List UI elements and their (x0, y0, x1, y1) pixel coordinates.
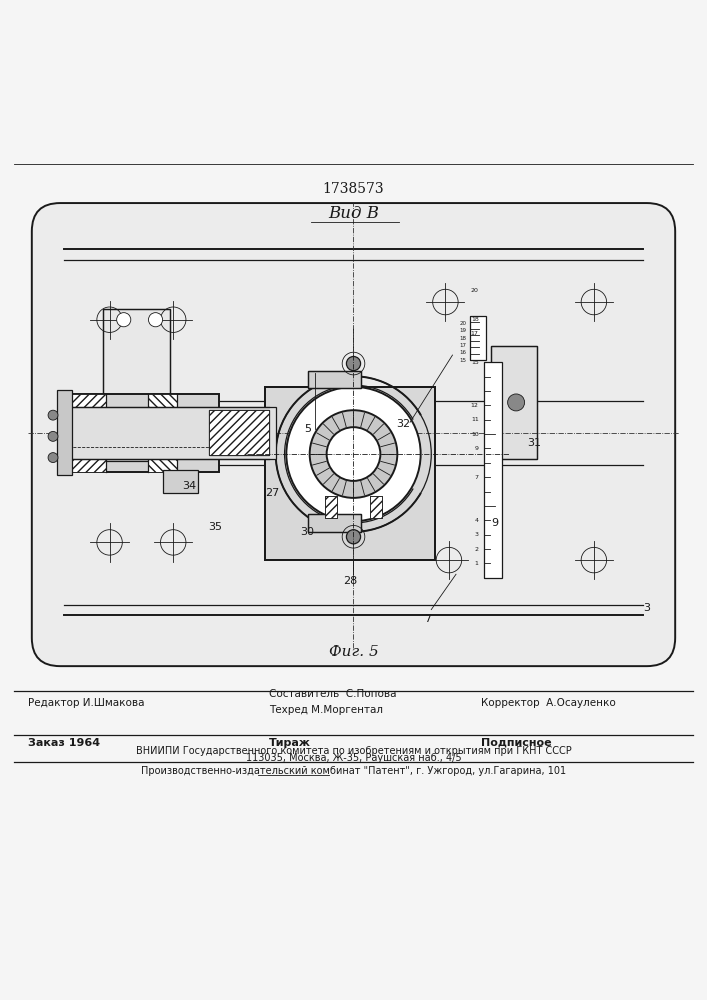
Text: ВНИИПИ Государственного комитета по изобретениям и открытиям при ГКНТ СССР: ВНИИПИ Государственного комитета по изоб… (136, 746, 571, 756)
Text: 18: 18 (460, 336, 467, 341)
Text: 20: 20 (471, 288, 479, 293)
Bar (308, 514, 361, 532)
Text: 30: 30 (300, 527, 315, 537)
Bar (103, 309, 170, 461)
Text: 10: 10 (471, 432, 479, 437)
Bar (265, 387, 435, 560)
Bar (370, 496, 382, 518)
Text: 9: 9 (491, 518, 498, 528)
Text: 15: 15 (460, 358, 467, 363)
Bar (265, 387, 435, 560)
Circle shape (346, 356, 361, 371)
Bar (491, 346, 537, 459)
Text: Заказ 1964: Заказ 1964 (28, 738, 100, 748)
Text: Фиг. 5: Фиг. 5 (329, 645, 378, 659)
Bar (325, 496, 337, 518)
Text: 16: 16 (460, 350, 467, 355)
Text: 20: 20 (460, 321, 467, 326)
Circle shape (346, 530, 361, 544)
Text: Составитель  С.Попова: Составитель С.Попова (269, 689, 396, 699)
Circle shape (310, 410, 397, 498)
Text: 5: 5 (304, 424, 311, 434)
Text: 27: 27 (265, 488, 279, 498)
Text: Вид В: Вид В (328, 205, 379, 222)
Text: 7: 7 (424, 614, 431, 624)
Bar (148, 394, 177, 472)
Text: 15: 15 (471, 360, 479, 365)
Text: 31: 31 (527, 438, 541, 448)
Circle shape (117, 313, 131, 327)
Circle shape (327, 427, 380, 481)
Text: Техред М.Моргентал: Техред М.Моргентал (269, 705, 382, 715)
Text: 11: 11 (471, 417, 479, 422)
Text: Редактор И.Шмакова: Редактор И.Шмакова (28, 698, 145, 708)
Text: 1: 1 (475, 561, 479, 566)
Bar (103, 309, 170, 461)
Circle shape (148, 313, 163, 327)
Bar (64, 407, 276, 459)
Text: 19: 19 (460, 328, 467, 333)
Bar (308, 514, 361, 532)
Text: 9: 9 (474, 446, 479, 451)
Text: Подписное: Подписное (481, 738, 551, 748)
Circle shape (48, 410, 58, 420)
Bar (308, 371, 361, 388)
Text: 18: 18 (471, 317, 479, 322)
Text: 28: 28 (343, 576, 357, 586)
Bar (484, 362, 502, 578)
Bar (209, 410, 269, 455)
Text: Производственно-издательский комбинат "Патент", г. Ужгород, ул.Гагарина, 101: Производственно-издательский комбинат "П… (141, 766, 566, 776)
Text: 4: 4 (474, 518, 479, 523)
Text: 1738573: 1738573 (322, 182, 385, 196)
Bar (64, 394, 106, 472)
Bar (370, 496, 382, 518)
Bar (209, 410, 269, 455)
Circle shape (286, 387, 421, 521)
Text: 12: 12 (471, 403, 479, 408)
FancyBboxPatch shape (32, 203, 675, 666)
Circle shape (48, 431, 58, 441)
Text: 3: 3 (474, 532, 479, 537)
Bar (308, 371, 361, 388)
Text: 113035, Москва, Ж-35, Раушская наб., 4/5: 113035, Москва, Ж-35, Раушская наб., 4/5 (246, 753, 461, 763)
Text: 17: 17 (471, 331, 479, 336)
Text: 32: 32 (396, 419, 410, 429)
Text: 3: 3 (643, 603, 650, 613)
Text: 17: 17 (460, 343, 467, 348)
Text: 2: 2 (474, 547, 479, 552)
Bar (470, 316, 486, 360)
Text: 34: 34 (182, 481, 197, 491)
Text: Тираж: Тираж (269, 738, 310, 748)
Bar (325, 496, 337, 518)
Text: 7: 7 (474, 475, 479, 480)
Circle shape (508, 394, 525, 411)
Bar (491, 346, 537, 459)
Text: Корректор  А.Осауленко: Корректор А.Осауленко (481, 698, 616, 708)
Bar (57, 390, 72, 475)
Bar (64, 394, 219, 472)
Bar (163, 470, 198, 493)
Circle shape (48, 453, 58, 463)
Text: 35: 35 (209, 522, 223, 532)
